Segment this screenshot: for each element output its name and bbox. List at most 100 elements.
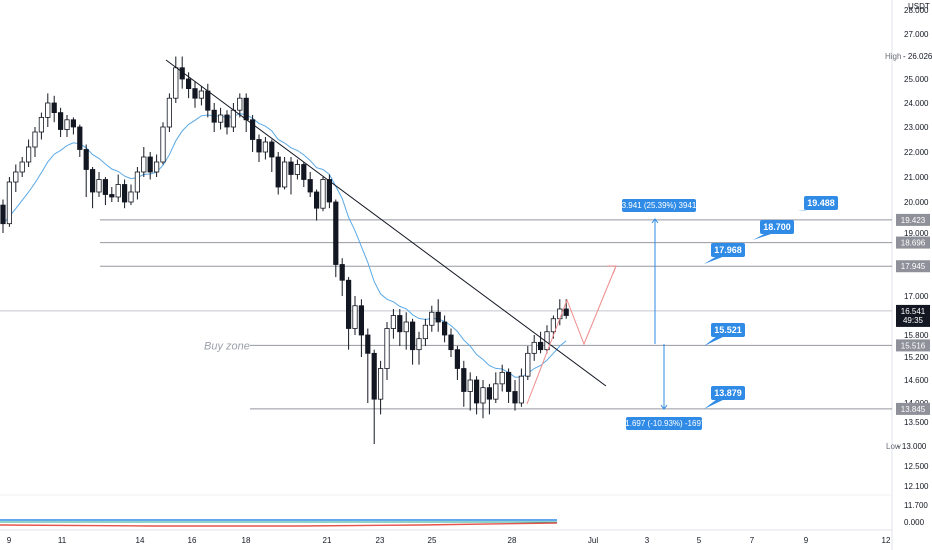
- indicator-red-line: [0, 522, 558, 527]
- price-tick: 27.000: [904, 30, 929, 39]
- candle-body-down: [90, 169, 96, 193]
- level-tag: 13.845: [896, 402, 930, 415]
- candle: [6, 177, 12, 227]
- time-tick: 3: [645, 536, 650, 545]
- time-tick: 25: [428, 536, 437, 545]
- candle-body-down: [473, 379, 480, 404]
- candle-body-down: [288, 161, 294, 175]
- low-value: - 13.000: [897, 442, 927, 451]
- candle: [333, 199, 339, 278]
- candle-body-down: [224, 114, 230, 128]
- candle: [320, 177, 326, 212]
- candle: [217, 107, 224, 130]
- candle: [345, 277, 352, 350]
- callout-18.700: 18.700: [753, 220, 794, 240]
- candle: [77, 124, 83, 157]
- candle: [109, 187, 115, 202]
- candle: [525, 346, 531, 380]
- candle-countdown: 49:35: [903, 316, 924, 325]
- candle: [531, 335, 537, 361]
- candle-body-down: [243, 97, 249, 121]
- level-tag-value: 17.945: [901, 262, 926, 271]
- time-tick: 16: [188, 536, 197, 545]
- candle: [429, 305, 435, 332]
- candle-body-up: [128, 191, 134, 203]
- candle: [480, 380, 486, 419]
- callout-box: [804, 196, 838, 210]
- candle-body-up: [531, 341, 537, 354]
- level-tag: 17.945: [896, 260, 930, 273]
- candle: [365, 328, 371, 403]
- buy-zone-label: Buy zone: [204, 340, 250, 352]
- measure-down-arrow: [660, 404, 668, 410]
- candle: [249, 115, 256, 152]
- candle-body-up: [262, 141, 269, 153]
- candle-body-down: [147, 156, 153, 173]
- candle: [518, 368, 525, 407]
- price-tick: 15.200: [904, 353, 929, 362]
- candle-body-up: [230, 109, 236, 128]
- candle-body-down: [192, 88, 198, 99]
- candle: [377, 360, 384, 415]
- candle-body-down: [0, 204, 6, 225]
- drawings: 3.941 (25.39%) 3941 -1.697 (-10.93%) -169…: [165, 59, 838, 430]
- candle-body-up: [525, 352, 531, 377]
- candle-body-up: [198, 90, 204, 99]
- candle: [538, 331, 544, 354]
- candle: [262, 137, 269, 160]
- candle: [58, 107, 64, 137]
- candle-body-up: [352, 305, 358, 329]
- candle: [192, 81, 198, 108]
- candle-body-down: [249, 119, 256, 140]
- projection-path: [526, 265, 617, 405]
- candle: [339, 258, 345, 296]
- candle-body-up: [320, 179, 326, 209]
- candle: [198, 86, 204, 106]
- callout-value: 17.968: [714, 245, 742, 255]
- time-tick: 9: [804, 536, 809, 545]
- price-tick: 12.500: [904, 462, 929, 471]
- measure-up-box: [622, 199, 696, 212]
- horizontal-levels: Buy zone: [0, 219, 892, 410]
- candle-body-up: [294, 164, 301, 175]
- ema-line: [2, 113, 567, 378]
- level-tag-value: 19.423: [901, 216, 926, 225]
- candle: [237, 93, 243, 118]
- level-tag-value: 13.845: [901, 405, 926, 414]
- callout-pointer: [704, 399, 725, 409]
- price-tick: 21.000: [904, 173, 929, 182]
- callout-15.521: 15.521: [704, 323, 745, 346]
- candle-body-up: [173, 67, 179, 99]
- measure-up-arrow: [651, 218, 659, 224]
- time-tick: 7: [750, 536, 755, 545]
- candle-body-up: [467, 379, 473, 392]
- callout-value: 15.521: [714, 325, 742, 335]
- level-tag-box: [896, 339, 930, 352]
- candle-body-down: [205, 90, 211, 111]
- candle: [83, 144, 89, 197]
- price-tick: 19.000: [904, 229, 929, 238]
- time-tick: 21: [323, 536, 332, 545]
- candle: [326, 174, 333, 209]
- candle-body-up: [141, 156, 147, 173]
- candle: [390, 309, 397, 339]
- candle-body-down: [454, 349, 461, 369]
- candle: [153, 154, 160, 177]
- candle: [371, 349, 377, 444]
- candle: [441, 315, 448, 343]
- candle-body-down: [563, 308, 569, 316]
- candle-body-down: [333, 201, 339, 265]
- candle: [307, 172, 313, 197]
- candle-body-down: [51, 102, 57, 113]
- candle-body-up: [160, 126, 166, 163]
- candle: [224, 110, 230, 135]
- candle: [147, 152, 153, 180]
- level-tag-box: [896, 213, 930, 226]
- time-tick: Jul: [588, 536, 598, 545]
- candle: [102, 177, 108, 206]
- ema-polyline: [2, 113, 567, 378]
- candle: [409, 318, 416, 365]
- candle-body-down: [505, 371, 512, 392]
